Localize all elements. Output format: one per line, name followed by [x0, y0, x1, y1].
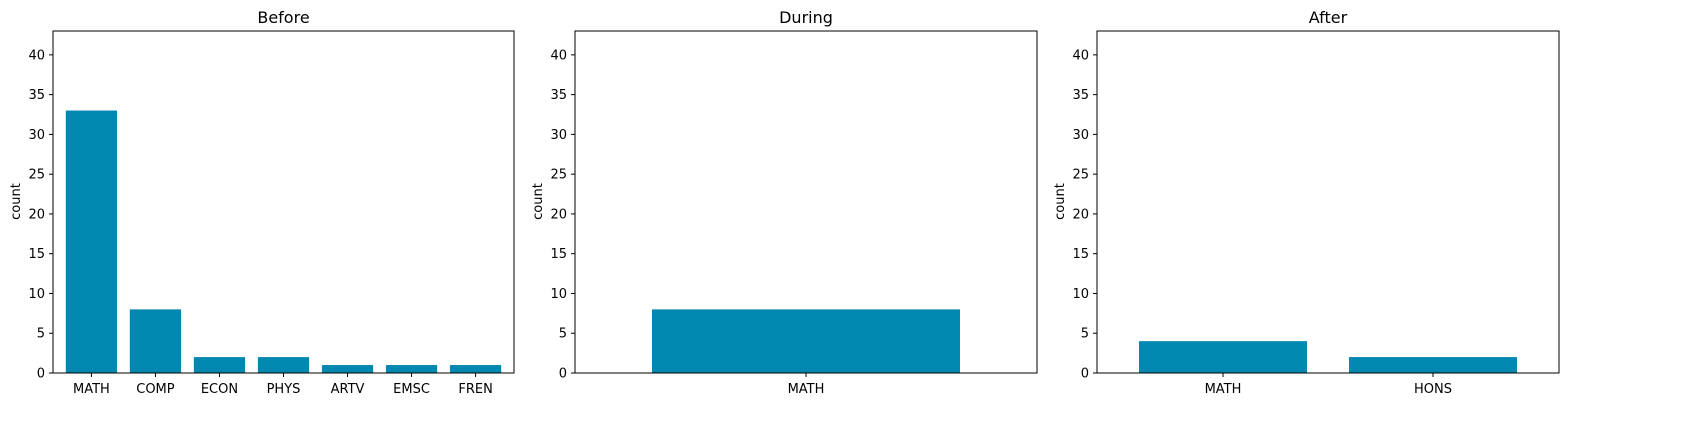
plot-area-before: 0 5 10 15 20 25 30 35 40 MATH COMP ECON PHYS ARTV EMSC… [28, 30, 515, 397]
y-tick-label: 0 [37, 367, 45, 382]
bar [193, 357, 246, 373]
axes-frame [52, 30, 515, 374]
bar [321, 365, 374, 373]
y-tick-label: 30 [28, 128, 45, 143]
x-tick-label: HONS [1414, 382, 1452, 397]
y-tick-label: 10 [1072, 287, 1089, 302]
y-tick-label: 35 [1072, 88, 1089, 103]
y-tick-label: 25 [28, 168, 45, 183]
x-tick-label: ECON [201, 382, 238, 397]
x-tick-label: MATH [788, 382, 825, 397]
bar [449, 365, 502, 373]
y-tick-label: 5 [37, 327, 45, 342]
y-axis-label: count [1053, 183, 1068, 220]
y-tick-label: 0 [1081, 367, 1089, 382]
y-tick-label: 35 [28, 88, 45, 103]
y-tick-label: 35 [550, 88, 567, 103]
y-tick-label: 15 [1072, 247, 1089, 262]
y-tick-label: 0 [559, 367, 567, 382]
plot-area-during: 0 5 10 15 20 25 30 35 40 MATH [550, 30, 1038, 397]
bar [385, 365, 438, 373]
x-tick-label: EMSC [393, 382, 430, 397]
x-tick-label: FREN [458, 382, 492, 397]
subplot-during: During count 0 5 10 15 20 25 30 35 40 MATH [531, 8, 1038, 397]
y-tick-label: 40 [1072, 48, 1089, 63]
y-tick-label: 30 [1072, 128, 1089, 143]
x-tick-label: ARTV [331, 382, 365, 397]
bar [652, 309, 960, 373]
x-tick-label: PHYS [267, 382, 301, 397]
y-tick-label: 25 [550, 168, 567, 183]
y-tick-label: 5 [559, 327, 567, 342]
y-tick-label: 40 [28, 48, 45, 63]
y-axis-label: count [9, 183, 24, 220]
y-tick-label: 40 [550, 48, 567, 63]
subplot-before: Before count 0 5 10 15 20 25 30 35 40 MATH COMP ECO… [9, 8, 515, 397]
subplot-after: After count 0 5 10 15 20 25 30 35 40 MATH HONS [1053, 8, 1560, 397]
y-axis-label: count [531, 183, 546, 220]
axes-frame [1096, 30, 1560, 374]
y-tick-label: 5 [1081, 327, 1089, 342]
chart-title: During [779, 8, 833, 27]
y-tick-label: 15 [28, 247, 45, 262]
y-tick-label: 20 [550, 207, 567, 222]
bar [1349, 357, 1517, 373]
y-tick-label: 15 [550, 247, 567, 262]
x-tick-label: COMP [136, 382, 175, 397]
bar [1139, 341, 1307, 373]
y-tick-label: 20 [1072, 207, 1089, 222]
bar [257, 357, 310, 373]
chart-title: After [1309, 8, 1348, 27]
x-tick-label: MATH [1205, 382, 1242, 397]
y-tick-label: 30 [550, 128, 567, 143]
y-tick-label: 25 [1072, 168, 1089, 183]
plot-area-after: 0 5 10 15 20 25 30 35 40 MATH HONS [1072, 30, 1560, 397]
y-tick-label: 10 [550, 287, 567, 302]
bar [129, 309, 182, 373]
y-tick-label: 10 [28, 287, 45, 302]
bar [65, 110, 118, 373]
chart-title: Before [257, 8, 309, 27]
y-tick-label: 20 [28, 207, 45, 222]
x-tick-label: MATH [73, 382, 110, 397]
